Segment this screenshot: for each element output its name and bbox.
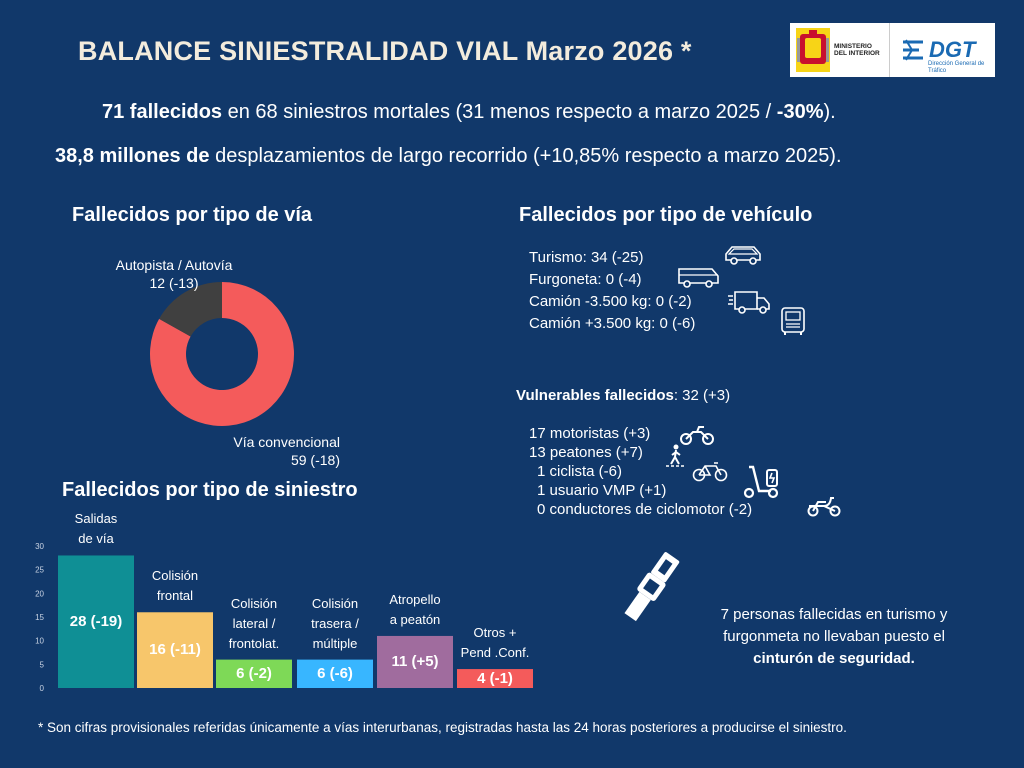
summary-line-1: 71 fallecidos en 68 siniestros mortales … (102, 101, 836, 124)
y-tick-label: 20 (35, 589, 44, 598)
bar-category-line: Pend .Conf. (460, 645, 530, 661)
dgt-label: DGT (929, 37, 976, 62)
bar-lateral (216, 659, 292, 688)
vulnerable-item: 13 peatones (+7) (529, 444, 643, 461)
cinturon-line-3: cinturón de seguridad. (753, 650, 915, 667)
vehiculo-list: Turismo: 34 (-25) Furgoneta: 0 (-4) Cami… (529, 247, 695, 335)
truck-large-icon (781, 307, 805, 335)
bar-trasera (297, 659, 373, 688)
bar-category-line: Colisión (230, 595, 278, 611)
bar-category-label: Atropello a peatón (373, 590, 457, 630)
fallecidos-pct: -30% (776, 101, 824, 123)
motorcycle-icon (680, 426, 714, 445)
bar-salidas (58, 555, 134, 688)
car-icon (725, 246, 761, 265)
y-tick-label: 30 (35, 542, 44, 551)
bar-value-label: 6 (-6) (317, 664, 353, 682)
bar-category-line: Atropello (389, 591, 441, 607)
vulnerable-item: 1 ciclista (-6) (537, 463, 623, 480)
bar-frontal (137, 612, 213, 688)
siniestro-section-title: Fallecidos por tipo de siniestro (62, 479, 358, 501)
via-donut-chart (150, 282, 294, 426)
donut-label-convencional: Vía convencional 59 (-18) (214, 433, 340, 469)
vulnerables-list: 17 motoristas (+3) 13 peatones (+7) 1 ci… (529, 424, 752, 519)
summary-line-1-text: en 68 siniestros mortales (31 menos resp… (222, 101, 777, 123)
footer-note: * Son cifras provisionales referidas úni… (38, 720, 847, 735)
bar-category-line: de vía (78, 531, 114, 547)
bar-value-label: 4 (-1) (477, 669, 513, 687)
cinturon-line-1: 7 personas fallecidas en turismo y (720, 606, 948, 623)
autopista-value: 12 (-13) (149, 275, 199, 292)
page-title: BALANCE SINIESTRALIDAD VIAL Marzo 2026 * (78, 36, 692, 66)
donut-slice-autopista (159, 282, 222, 337)
bar-category-line: a peatón (389, 611, 441, 627)
bar-category-line: trasera / (311, 615, 359, 631)
dgt-subtitle: Dirección General de Tráfico (928, 61, 985, 74)
vehiculo-item: Camión -3.500 kg: 0 (-2) (529, 293, 692, 310)
y-tick-label: 5 (40, 660, 45, 669)
cinturon-text: 7 personas fallecidas en turismo y furgo… (684, 604, 984, 670)
desplazamientos-count: 38,8 millones de (55, 145, 210, 167)
cinturon-line-2: furgonmeta no llevaban puesto el (723, 628, 945, 645)
vulnerables-value: : 32 (+3) (673, 387, 731, 404)
bar-atropello (377, 635, 453, 688)
vulnerable-item: 1 usuario VMP (+1) (537, 482, 667, 499)
seatbelt-icon (624, 552, 680, 622)
dgt-emblem-icon (903, 39, 923, 61)
bar-chart-svg: 0 5 10 15 20 25 30 (35, 542, 533, 693)
bar-category-line: Salidas (74, 511, 118, 527)
bar-category-line: Otros + (473, 625, 517, 641)
bar-value-label: 11 (+5) (391, 652, 439, 670)
vulnerables-label: Vulnerables fallecidos (516, 387, 674, 404)
scooter-vmp-icon (743, 465, 779, 499)
bicycle-icon (692, 462, 728, 482)
bar-category-line: frontolat. (228, 635, 280, 651)
bar-value-label: 6 (-2) (236, 664, 272, 682)
vehiculo-section-title: Fallecidos por tipo de vehículo (519, 204, 813, 226)
coat-of-arms-icon (796, 28, 830, 72)
bar-category-label: Salidas de vía (54, 509, 138, 549)
van-icon (678, 268, 719, 288)
vulnerable-item: 0 conductores de ciclomotor (-2) (537, 501, 753, 518)
summary-line-1-end: ). (823, 101, 836, 123)
bar-value-label: 28 (-19) (69, 612, 123, 630)
bar-value-label: 16 (-11) (149, 641, 201, 659)
bar-category-line: Colisión (311, 595, 359, 611)
vehiculo-item: Turismo: 34 (-25) (529, 249, 644, 266)
y-tick-label: 0 (40, 684, 45, 693)
bar-category-label: Colisión lateral / frontolat. (212, 594, 296, 654)
y-tick-label: 25 (35, 566, 44, 575)
bar-category-label: Colisión trasera / múltiple (293, 594, 377, 654)
donut-label-autopista: Autopista / Autovía 12 (-13) (104, 256, 244, 292)
vehiculo-item: Camión +3.500 kg: 0 (-6) (529, 315, 696, 332)
convencional-name: Vía convencional (233, 434, 340, 450)
vulnerables-title: Vulnerables fallecidos: 32 (+3) (516, 387, 730, 404)
convencional-value: 59 (-18) (290, 452, 340, 469)
autopista-name: Autopista / Autovía (115, 257, 233, 273)
summary-line-2-text: desplazamientos de largo recorrido (+10,… (209, 145, 842, 167)
moped-icon (807, 497, 841, 517)
y-tick-label: 15 (35, 613, 44, 622)
via-section-title: Fallecidos por tipo de vía (72, 204, 313, 226)
vulnerable-item: 17 motoristas (+3) (529, 425, 651, 442)
truck-small-icon (728, 291, 770, 314)
y-tick-label: 10 (35, 637, 44, 646)
pedestrian-icon (666, 444, 686, 467)
donut-slice-convencional (150, 282, 294, 426)
siniestro-bar-chart: 0 5 10 15 20 25 30 28 (-19) Salidas de vía 16 (-11… (30, 510, 550, 700)
bar-category-line: frontal (156, 588, 194, 604)
bar-category-line: Colisión (151, 568, 199, 584)
ministerio-logo: MINISTERIO DEL INTERIOR (790, 23, 890, 77)
dgt-logo: DGT (890, 38, 995, 62)
fallecidos-count: 71 fallecidos (102, 101, 223, 123)
logo-block: MINISTERIO DEL INTERIOR DGT Dirección Ge… (790, 23, 995, 77)
vehiculo-item: Furgoneta: 0 (-4) (529, 271, 642, 288)
bar-category-label: Otros + Pend .Conf. (453, 623, 537, 663)
bar-category-line: lateral / (232, 615, 276, 631)
bar-category-label: Colisión frontal (133, 566, 217, 606)
ministerio-label: MINISTERIO DEL INTERIOR (834, 42, 880, 57)
bar-otros (457, 669, 533, 688)
summary-line-2: 38,8 millones de desplazamientos de larg… (55, 145, 842, 168)
bar-category-line: múltiple (312, 635, 358, 651)
